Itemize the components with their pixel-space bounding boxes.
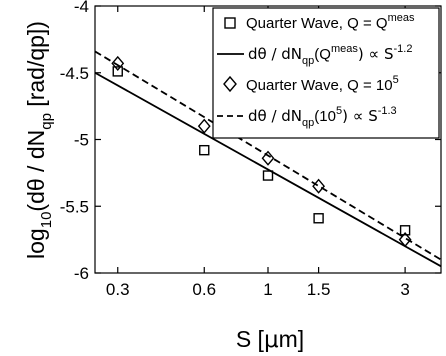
legend-label-fit-meas: dθ / dNqp(Qmeas) ∝ S-1.2 (248, 43, 412, 67)
data-point-qw_1e5 (197, 118, 211, 134)
data-point-qw_meas (313, 213, 324, 224)
data-point-qw_meas (199, 144, 210, 156)
legend-marker-diamond (223, 75, 237, 93)
data-point-qw_1e5 (111, 55, 125, 71)
data-point-qw_1e5 (312, 178, 326, 194)
data-point-qw_meas (399, 225, 411, 236)
legend-label-quarter-wave-meas: Quarter Wave, Q = Qmeas (246, 12, 415, 32)
x-tick-label: 1.5 (307, 280, 331, 299)
legend-marker-square (224, 17, 236, 29)
y-tick-label: -4.5 (60, 64, 89, 83)
data-point-qw_meas (112, 66, 123, 77)
x-tick-label: 0.3 (106, 280, 130, 299)
x-tick-label: 3 (400, 280, 409, 299)
legend-label-quarter-wave-1e5: Quarter Wave, Q = 105 (246, 74, 399, 94)
data-point-qw_1e5 (261, 150, 275, 166)
x-tick-label: 1 (263, 280, 272, 299)
x-tick-label: 0.6 (192, 280, 216, 299)
legend-box (212, 7, 440, 139)
y-tick-label: -6 (74, 264, 89, 283)
data-point-qw_1e5 (398, 232, 412, 248)
y-axis-label: log10(dθ / dNqp [rad/qp]) (23, 21, 55, 259)
fit-lines (95, 50, 441, 268)
y-tick-label: -5.5 (60, 197, 89, 216)
legend: Quarter Wave, Q = Qmeas dθ / dNqp(Qmeas)… (212, 7, 440, 139)
y-tick-label: -4 (74, 0, 89, 16)
data-point-qw_meas (262, 170, 274, 181)
y-tick-label: -5 (74, 131, 89, 150)
x-axis-label: S [μm] (236, 326, 304, 353)
legend-label-fit-1e5: dθ / dNqp(105) ∝ S-1.3 (248, 105, 397, 129)
fit-line-fit_meas (95, 71, 441, 268)
axis-ticks: 0.3 0.6 1 1.5 3 -4 -4.5 -5 -5.5 -6 (60, 0, 441, 299)
fit-line-fit_1e5 (95, 50, 441, 261)
data-points (111, 55, 412, 248)
